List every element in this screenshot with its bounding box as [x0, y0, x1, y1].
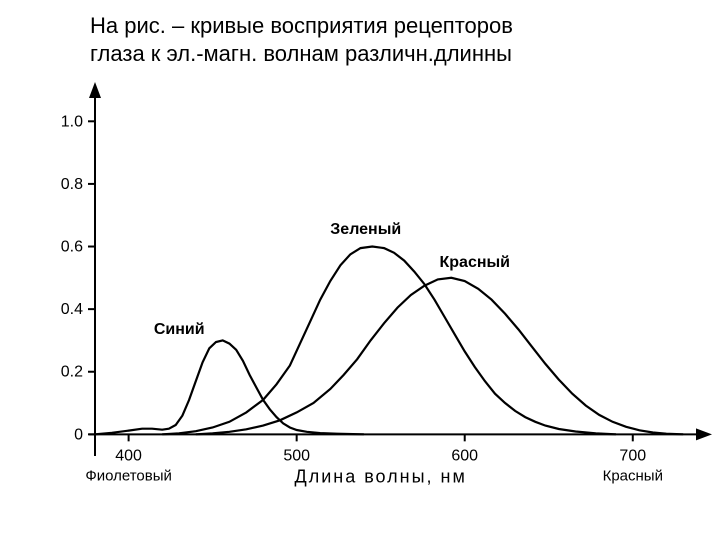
series-label-green: Зеленый: [330, 221, 401, 238]
x-axis-title: Длина волны, нм: [295, 466, 467, 486]
y-tick-label: 0.2: [61, 364, 83, 381]
x-right-end-label: Красный: [603, 467, 663, 484]
caption-line-1: На рис. – кривые восприятия рецепторов: [90, 13, 513, 38]
x-tick-label: 500: [283, 447, 310, 464]
chart-container: 0 0.2 0.4 0.6 0.8 1.0 400 500 600 700 Синий Зеленый…: [0, 80, 720, 540]
curve-green: [162, 247, 616, 435]
caption-line-2: глаза к эл.-магн. волнам различн.длинны: [90, 41, 512, 66]
x-axis-arrow: [696, 428, 712, 440]
y-tick-label: 1.0: [61, 113, 83, 130]
figure-caption: На рис. – кривые восприятия рецепторов г…: [90, 12, 660, 67]
curve-blue: [95, 340, 364, 434]
x-tick-label: 400: [115, 447, 142, 464]
curve-red: [196, 278, 683, 435]
y-tick-label: 0.8: [61, 176, 83, 193]
x-left-end-label: Фиолетовый: [85, 467, 172, 484]
y-axis-arrow: [89, 82, 101, 98]
x-tick-label: 700: [619, 447, 646, 464]
y-tick-label: 0.6: [61, 239, 83, 256]
series-label-blue: Синий: [154, 321, 205, 338]
y-tick-label: 0.4: [61, 301, 83, 318]
x-tick-label: 600: [451, 447, 478, 464]
y-tick-label: 0: [74, 426, 83, 443]
series-label-red: Красный: [440, 254, 511, 271]
receptor-curves-chart: 0 0.2 0.4 0.6 0.8 1.0 400 500 600 700 Синий Зеленый…: [0, 80, 720, 540]
